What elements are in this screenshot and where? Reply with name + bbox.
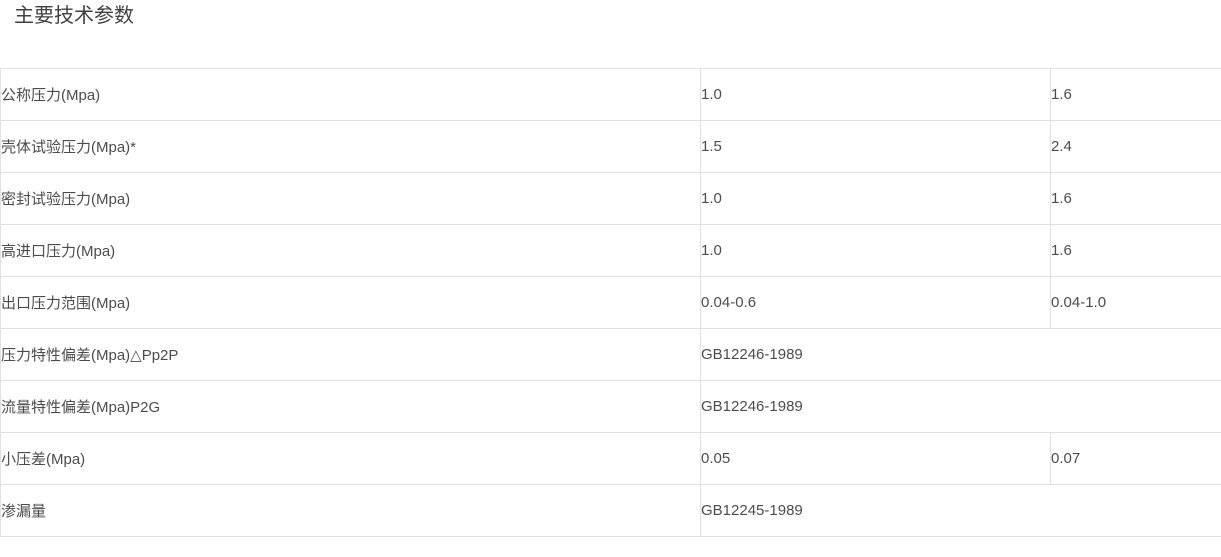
param-label-cell: 密封试验压力(Mpa) (1, 173, 701, 225)
param-value-cell-1: 1.0 (701, 69, 1051, 121)
param-value-cell-span: GB12245-1989 (701, 485, 1221, 537)
param-value-cell-1: 0.05 (701, 433, 1051, 485)
table-row: 渗漏量 GB12245-1989 (1, 485, 1221, 537)
table-row: 出口压力范围(Mpa) 0.04-0.6 0.04-1.0 (1, 277, 1221, 329)
param-value-cell-2: 0.07 (1051, 433, 1221, 485)
param-value-cell-1: 1.5 (701, 121, 1051, 173)
param-label-cell: 公称压力(Mpa) (1, 69, 701, 121)
table-row: 壳体试验压力(Mpa)* 1.5 2.4 (1, 121, 1221, 173)
param-value-cell-2: 1.6 (1051, 225, 1221, 277)
param-label-cell: 流量特性偏差(Mpa)P2G (1, 381, 701, 433)
param-value-cell-1: 1.0 (701, 173, 1051, 225)
param-value-cell-2: 0.04-1.0 (1051, 277, 1221, 329)
table-row: 公称压力(Mpa) 1.0 1.6 (1, 69, 1221, 121)
param-value-cell-2: 2.4 (1051, 121, 1221, 173)
param-value-cell-1: 1.0 (701, 225, 1051, 277)
param-label-cell: 压力特性偏差(Mpa)△Pp2P (1, 329, 701, 381)
param-value-cell-2: 1.6 (1051, 69, 1221, 121)
param-label-cell: 出口压力范围(Mpa) (1, 277, 701, 329)
param-label-cell: 小压差(Mpa) (1, 433, 701, 485)
spec-table: 公称压力(Mpa) 1.0 1.6 壳体试验压力(Mpa)* 1.5 2.4 密… (0, 68, 1221, 537)
param-label-cell: 壳体试验压力(Mpa)* (1, 121, 701, 173)
table-row: 流量特性偏差(Mpa)P2G GB12246-1989 (1, 381, 1221, 433)
param-value-cell-2: 1.6 (1051, 173, 1221, 225)
table-row: 密封试验压力(Mpa) 1.0 1.6 (1, 173, 1221, 225)
page-title: 主要技术参数 (14, 2, 1221, 30)
table-row: 小压差(Mpa) 0.05 0.07 (1, 433, 1221, 485)
param-value-cell-span: GB12246-1989 (701, 329, 1221, 381)
table-row: 高进口压力(Mpa) 1.0 1.6 (1, 225, 1221, 277)
param-value-cell-span: GB12246-1989 (701, 381, 1221, 433)
table-row: 压力特性偏差(Mpa)△Pp2P GB12246-1989 (1, 329, 1221, 381)
param-label-cell: 高进口压力(Mpa) (1, 225, 701, 277)
param-value-cell-1: 0.04-0.6 (701, 277, 1051, 329)
param-label-cell: 渗漏量 (1, 485, 701, 537)
